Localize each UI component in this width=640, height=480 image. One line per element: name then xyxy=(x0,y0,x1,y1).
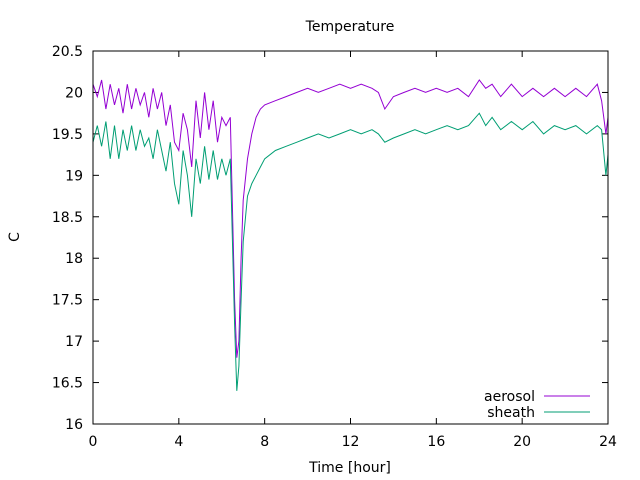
y-tick-label: 19.5 xyxy=(52,127,83,143)
y-tick-label: 19 xyxy=(65,168,83,184)
legend-label-aerosol: aerosol xyxy=(484,389,535,405)
series-line-sheath xyxy=(92,112,609,391)
x-tick-label: 20 xyxy=(513,434,531,450)
series-lines xyxy=(92,79,609,391)
x-tick-label: 12 xyxy=(342,434,360,450)
axis-ticks: 16 16.5 17 17.5 18 18.5 19 19.5 20 20.5 0 4 8 12 16 20 2… xyxy=(52,44,617,450)
y-tick-label: 18.5 xyxy=(52,210,83,226)
y-tick-label: 16.5 xyxy=(52,376,83,392)
y-tick-label: 17 xyxy=(65,334,83,350)
chart-title: Temperature xyxy=(305,19,395,35)
x-tick-label: 0 xyxy=(89,434,98,450)
y-tick-label: 17.5 xyxy=(52,293,83,309)
plot-frame xyxy=(92,50,609,425)
x-tick-label: 4 xyxy=(174,434,183,450)
y-tick-label: 20 xyxy=(65,85,83,101)
legend-label-sheath: sheath xyxy=(487,405,535,421)
series-line-aerosol xyxy=(92,79,609,358)
x-tick-label: 8 xyxy=(260,434,269,450)
x-tick-label: 16 xyxy=(427,434,445,450)
y-tick-label: 18 xyxy=(65,251,83,267)
y-tick-label: 16 xyxy=(65,417,83,433)
x-tick-label: 24 xyxy=(599,434,617,450)
y-tick-label: 20.5 xyxy=(52,44,83,60)
y-axis-label: C xyxy=(7,232,23,242)
x-axis-label: Time [hour] xyxy=(308,460,391,476)
